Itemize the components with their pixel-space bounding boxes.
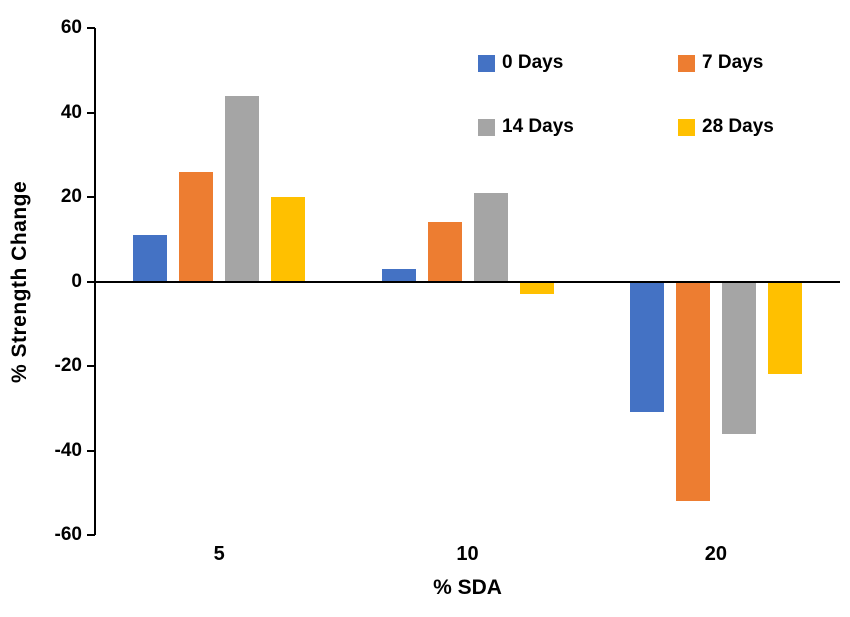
y-axis-tick	[87, 365, 95, 367]
bar-28-days-sda-10	[519, 281, 554, 295]
legend-label: 7 Days	[702, 52, 764, 73]
bar-7-days-sda-10	[427, 222, 462, 282]
legend-swatch	[678, 54, 695, 72]
bar-0-days-sda-10	[381, 268, 416, 282]
y-axis-tick-label: 40	[60, 101, 82, 123]
y-axis-tick	[87, 27, 95, 29]
legend-swatch	[478, 54, 495, 72]
legend-item: 28 Days	[678, 116, 850, 138]
legend-item: 0 Days	[478, 52, 678, 74]
y-axis-tick-label: 0	[71, 270, 82, 292]
y-axis-tick	[87, 449, 95, 452]
bar-14-days-sda-20	[721, 281, 756, 434]
bar-0-days-sda-20	[629, 281, 664, 413]
bar-0-days-sda-5	[133, 235, 168, 282]
legend-label: 28 Days	[702, 116, 774, 137]
bar-7-days-sda-5	[179, 171, 214, 282]
legend-swatch	[678, 118, 695, 136]
bar-14-days-sda-5	[225, 95, 260, 282]
x-axis-category-label: 10	[456, 543, 479, 565]
legend-item: 7 Days	[678, 52, 850, 74]
legend: 0 Days 7 Days 14 Days 28 Days	[478, 52, 850, 138]
y-axis-tick-label: 60	[60, 17, 82, 38]
bar-7-days-sda-20	[675, 281, 710, 502]
y-axis-tick	[87, 534, 95, 536]
y-axis-tick-label: 20	[60, 186, 82, 207]
y-axis-tick-label: -60	[54, 524, 82, 545]
y-axis-tick	[87, 111, 95, 114]
plot-area: 0 Days 7 Days 14 Days 28 Days	[87, 27, 840, 536]
bar-14-days-sda-10	[473, 192, 508, 282]
y-axis-tick-label: -20	[54, 355, 82, 376]
x-axis-line	[95, 280, 840, 283]
x-axis-category-label: 20	[704, 543, 727, 565]
legend-item: 14 Days	[478, 116, 678, 138]
legend-label: 0 Days	[502, 52, 564, 73]
y-axis-line	[94, 28, 96, 535]
legend-label: 14 Days	[502, 116, 574, 137]
y-axis-tick	[87, 196, 95, 198]
y-axis-tick	[87, 280, 95, 283]
x-axis-category-label: 5	[213, 543, 225, 565]
y-axis-tick-label: -40	[54, 439, 82, 461]
bar-28-days-sda-20	[767, 281, 802, 375]
bar-28-days-sda-5	[271, 197, 306, 282]
legend-swatch	[478, 118, 495, 136]
x-axis-title: % SDA	[433, 576, 502, 599]
